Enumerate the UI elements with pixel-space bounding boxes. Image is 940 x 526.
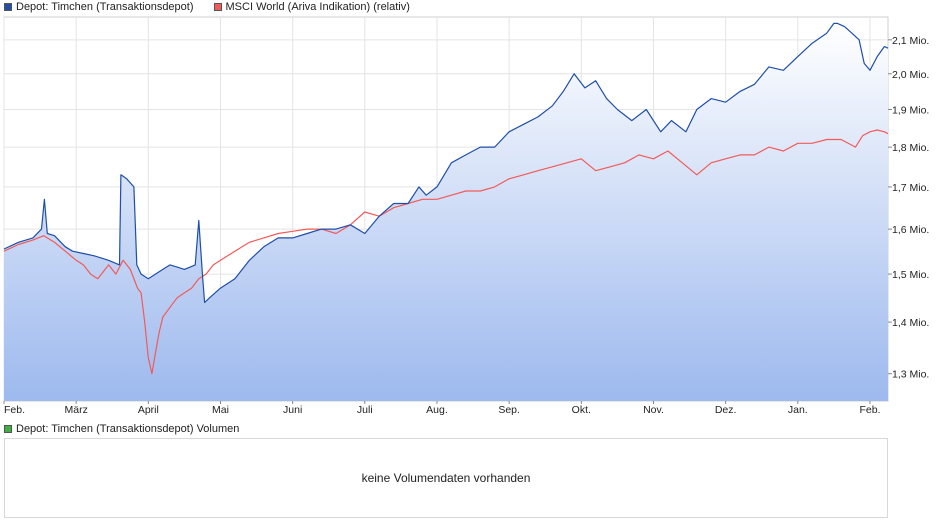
legend-item-depot[interactable]: Depot: Timchen (Transaktionsdepot) [4,1,194,13]
volume-legend: Depot: Timchen (Transaktionsdepot) Volum… [4,422,259,436]
y-tick-label: 2,0 Mio. [892,69,929,81]
y-tick-label: 1,7 Mio. [892,182,929,194]
x-tick-label: Feb. [4,404,25,416]
chart-legend: Depot: Timchen (Transaktionsdepot) MSCI … [4,0,430,14]
legend-item-volume[interactable]: Depot: Timchen (Transaktionsdepot) Volum… [4,423,239,435]
series-line-1 [3,22,889,304]
x-tick-label: Juli [357,404,373,416]
x-axis: Feb. März April Mai Juni Juli Aug. Sep. Okt. Nov.… [4,404,880,416]
y-tick-label: 1,6 Mio. [892,224,929,236]
y-tick-label: 1,5 Mio. [892,269,929,281]
x-tick-label: Feb. [859,404,880,416]
x-tick-label: Dez. [715,404,737,416]
volume-panel: keine Volumendaten vorhanden [4,438,888,518]
x-tick-label: Nov. [643,404,664,416]
legend-swatch-volume [4,425,12,433]
volume-empty-message: keine Volumendaten vorhanden [361,471,531,485]
area-layer [4,23,888,402]
series-line-2 [3,129,889,375]
x-tick-label: Jan. [788,404,808,416]
legend-label-volume: Depot: Timchen (Transaktionsdepot) Volum… [16,423,240,435]
x-tick-label: April [138,404,159,416]
legend-label-msci: MSCI World (Ariva Indikation) (relativ) [225,1,410,13]
x-tick-label: Sep. [498,404,520,416]
price-chart[interactable]: 1,3 Mio. 1,4 Mio. 1,5 Mio. 1,6 Mio. 1,7 Mio.… [0,0,940,420]
series-area-1 [4,23,888,402]
legend-swatch-depot [4,3,12,11]
y-tick-label: 2,1 Mio. [892,35,929,47]
x-tick-label: März [64,404,87,416]
y-axis: 1,3 Mio. 1,4 Mio. 1,5 Mio. 1,6 Mio. 1,7 Mio.… [892,35,929,381]
y-tick-label: 1,4 Mio. [892,317,929,329]
y-tick-label: 1,8 Mio. [892,142,929,154]
legend-swatch-msci [213,3,222,11]
legend-item-msci[interactable]: MSCI World (Ariva Indikation) (relativ) [213,1,410,13]
y-tick-label: 1,3 Mio. [892,369,929,381]
x-tick-label: Juni [283,404,302,416]
x-tick-label: Mai [212,404,229,416]
legend-label-depot: Depot: Timchen (Transaktionsdepot) [16,1,194,13]
x-tick-label: Aug. [426,404,448,416]
x-tick-label: Okt. [572,404,591,416]
y-tick-label: 1,9 Mio. [892,105,929,117]
line-layer [3,22,889,375]
